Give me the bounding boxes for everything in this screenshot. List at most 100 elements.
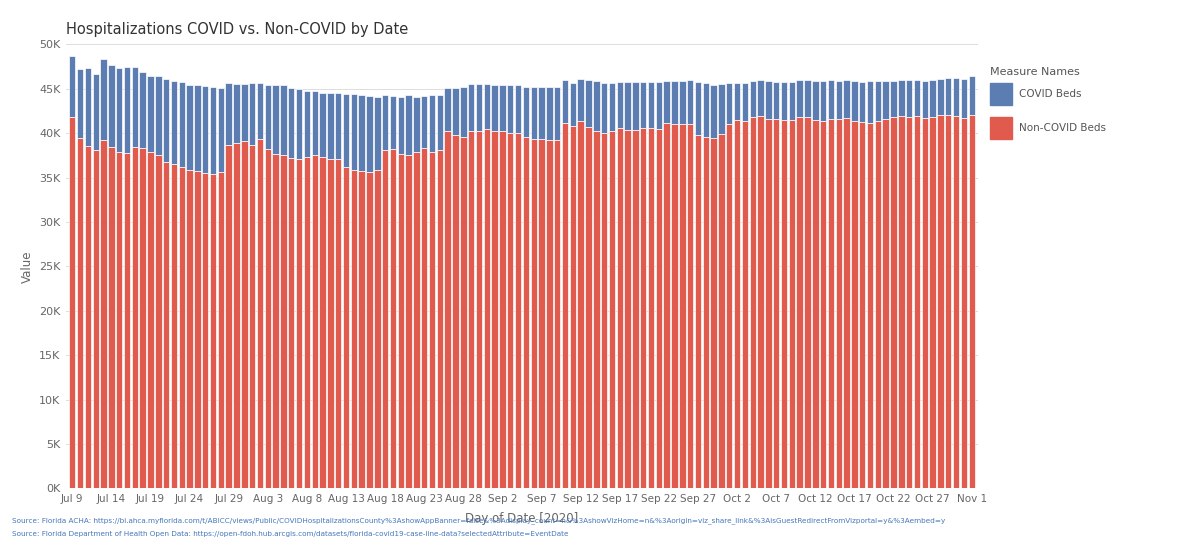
Bar [797,80,803,117]
Bar [844,118,850,488]
Bar [233,143,240,488]
Bar [444,88,451,132]
Bar [523,87,529,137]
Bar [812,81,818,120]
Bar [421,148,427,488]
Bar [148,152,154,488]
Bar [530,139,536,488]
Bar [108,147,114,488]
Bar [226,83,232,145]
Bar [248,83,256,145]
Bar [719,84,725,134]
Bar [608,130,616,488]
Bar [382,150,389,488]
Bar [922,81,928,118]
Bar [281,85,287,155]
Bar [77,69,83,138]
Bar [92,150,98,488]
Bar [132,67,138,147]
Bar [264,149,271,488]
Bar [257,139,263,488]
Bar [406,154,412,488]
Bar [640,82,647,128]
Bar [906,117,912,488]
Bar [593,81,600,130]
Bar [922,118,928,488]
Bar [890,117,896,488]
Bar [350,170,358,488]
Bar [608,83,616,130]
Bar [281,155,287,488]
Bar [859,122,865,488]
Bar [898,80,905,117]
Bar [766,81,772,119]
Bar [632,82,638,130]
Bar [875,121,881,488]
Bar [272,85,278,154]
Bar [366,96,373,172]
Bar [679,81,685,124]
Bar [468,130,474,488]
Bar [264,85,271,149]
Bar [508,85,514,133]
Bar [726,83,732,124]
Bar [179,167,185,488]
Bar [820,121,827,488]
Bar [226,145,232,488]
Bar [664,123,670,488]
Bar [186,170,193,488]
Bar [844,80,850,118]
Bar [217,172,224,488]
Bar [484,129,490,488]
Bar [586,80,592,127]
Bar [703,137,709,488]
Bar [170,164,178,488]
Bar [686,124,694,488]
Bar [210,87,216,174]
Text: COVID Beds: COVID Beds [1019,89,1081,99]
Bar [132,147,138,488]
Bar [85,68,91,145]
Bar [930,117,936,488]
Bar [523,137,529,488]
Bar [452,135,458,488]
Bar [492,130,498,488]
Bar [577,79,584,121]
Bar [640,128,647,488]
Bar [413,97,420,152]
Bar [116,68,122,152]
Bar [210,174,216,488]
Bar [804,117,811,488]
Bar [539,139,545,488]
Bar [695,135,701,488]
Bar [116,152,122,488]
Bar [632,130,638,488]
Bar [851,121,858,488]
Bar [328,159,334,488]
Bar [428,152,436,488]
Bar [686,80,694,124]
Bar [617,128,623,488]
Bar [312,92,318,154]
Bar [124,68,131,153]
Bar [85,145,91,488]
Bar [343,167,349,488]
Bar [734,83,740,120]
Bar [562,80,569,123]
Bar [421,96,427,148]
Bar [961,118,967,488]
Text: Source: Florida ACHA: https://bi.ahca.myflorida.com/t/ABICC/views/Public/COVIDHo: Source: Florida ACHA: https://bi.ahca.my… [12,518,946,524]
Bar [788,82,796,120]
Bar [671,124,678,488]
Bar [577,121,584,488]
Bar [382,95,389,150]
Bar [890,81,896,117]
Bar [428,95,436,152]
Bar [108,65,114,147]
Bar [390,149,396,488]
Bar [781,120,787,488]
Bar [617,82,623,128]
Bar [570,126,576,488]
Bar [328,93,334,159]
Bar [155,155,162,488]
